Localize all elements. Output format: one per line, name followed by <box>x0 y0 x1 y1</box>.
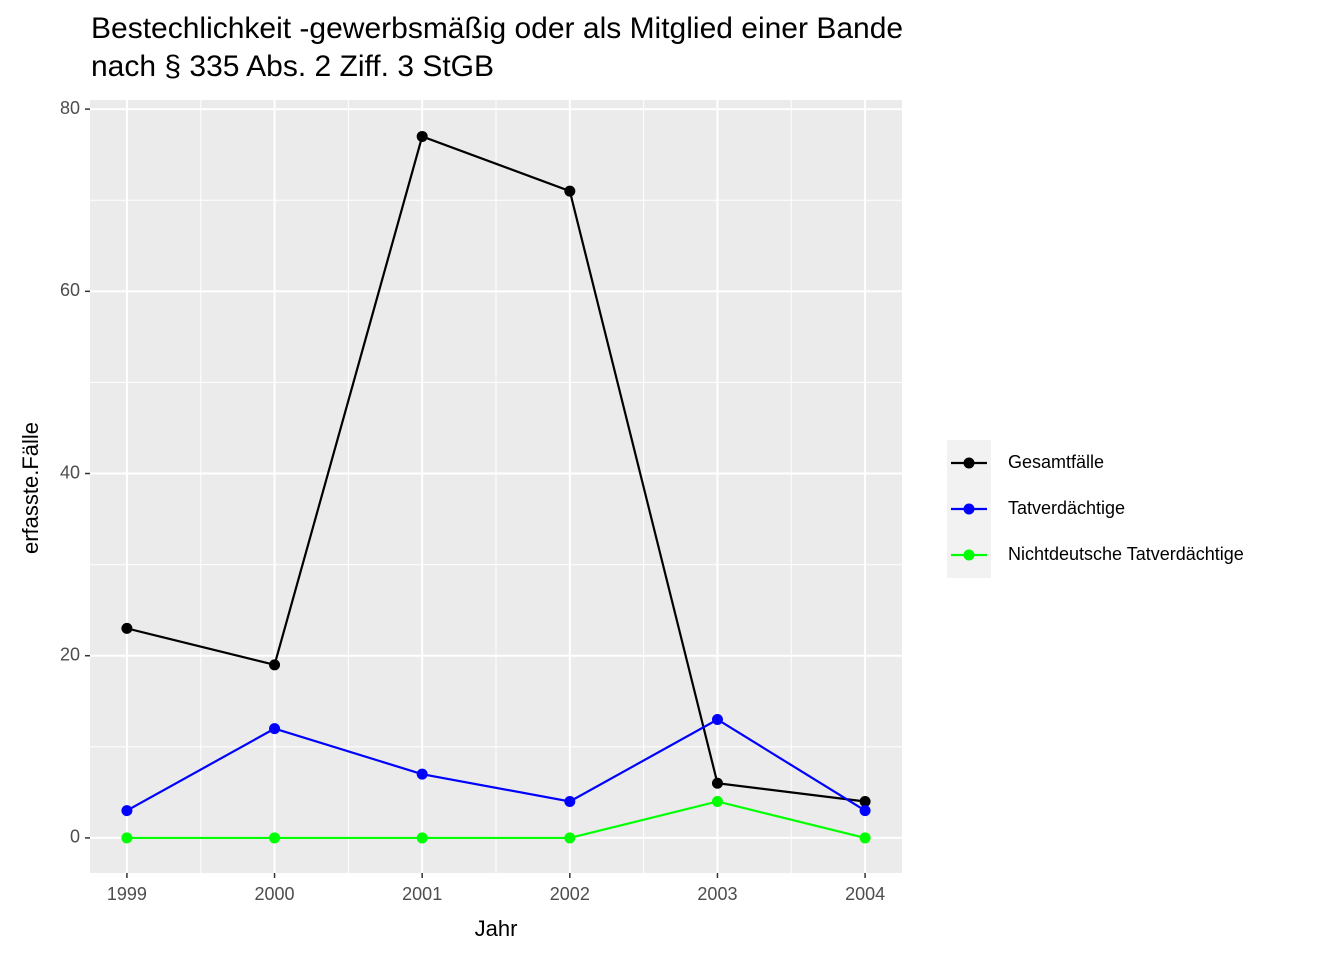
legend-label: Tatverdächtige <box>1008 498 1125 518</box>
data-point <box>121 805 133 817</box>
x-tick-label: 2004 <box>845 884 885 904</box>
x-tick-label: 2000 <box>255 884 295 904</box>
chart-title: Bestechlichkeit -gewerbsmäßig oder als M… <box>91 12 903 45</box>
y-tick-label: 60 <box>60 280 80 300</box>
x-axis-title: Jahr <box>475 916 518 941</box>
data-point <box>711 713 723 725</box>
data-point <box>859 832 871 844</box>
data-point <box>416 130 428 142</box>
data-point <box>416 832 428 844</box>
x-tick-label: 1999 <box>107 884 147 904</box>
x-tick-label: 2003 <box>697 884 737 904</box>
data-point <box>859 795 871 807</box>
y-tick-label: 80 <box>60 98 80 118</box>
chart-title: nach § 335 Abs. 2 Ziff. 3 StGB <box>91 50 494 83</box>
legend-label: Gesamtfälle <box>1008 452 1104 472</box>
x-tick-label: 2002 <box>550 884 590 904</box>
series-line <box>126 800 866 840</box>
data-point <box>564 795 576 807</box>
data-point <box>269 659 281 671</box>
data-point <box>711 795 723 807</box>
data-point <box>564 832 576 844</box>
y-axis-title: erfasste.Fälle <box>18 422 43 554</box>
data-point <box>121 832 133 844</box>
series-line <box>126 134 866 803</box>
data-point <box>121 622 133 634</box>
legend-label: Nichtdeutsche Tatverdächtige <box>1008 544 1244 564</box>
y-tick-label: 40 <box>60 462 80 482</box>
legend-point <box>963 549 975 561</box>
data-point <box>711 777 723 789</box>
data-point <box>859 805 871 817</box>
data-point <box>269 832 281 844</box>
data-point <box>416 768 428 780</box>
legend-point <box>963 503 975 515</box>
data-point <box>269 723 281 735</box>
data-point <box>564 185 576 197</box>
series-line <box>126 718 866 812</box>
x-tick-label: 2001 <box>402 884 442 904</box>
legend-point <box>963 457 975 469</box>
y-tick-label: 20 <box>60 644 80 664</box>
y-tick-label: 0 <box>70 827 80 847</box>
